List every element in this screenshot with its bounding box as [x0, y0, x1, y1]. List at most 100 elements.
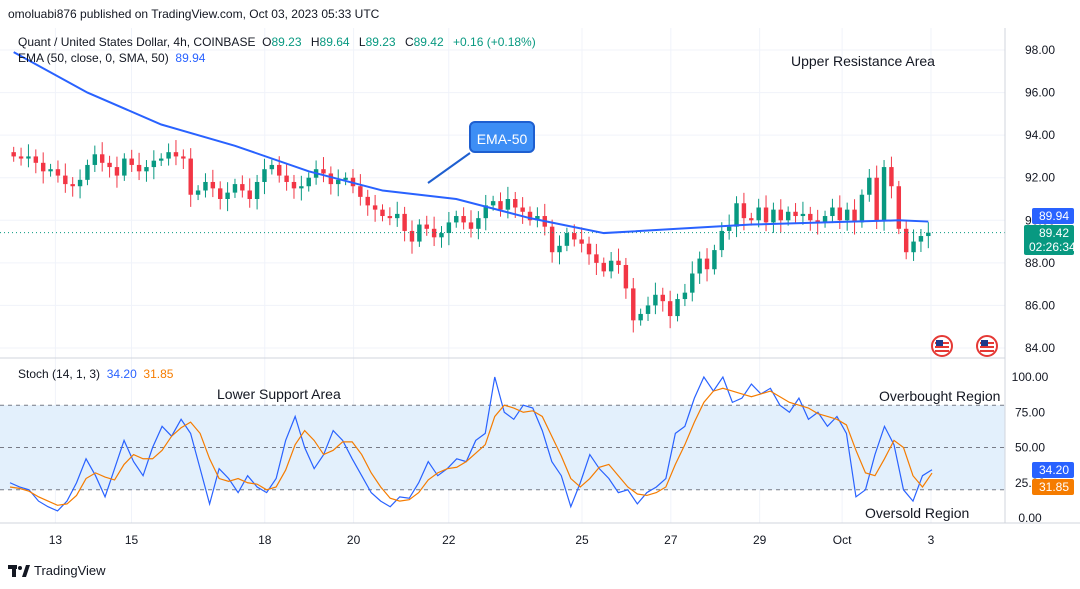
stoch-tick-label: 100.00 [1012, 370, 1049, 384]
ema-callout: EMA-50 [469, 121, 535, 153]
candle-body [815, 220, 820, 223]
candle-body [99, 154, 105, 163]
stoch-k-value: 34.20 [106, 367, 137, 381]
candles [0, 140, 1005, 333]
change-value: +0.16 (+0.18%) [453, 35, 536, 49]
footer-brand[interactable]: TradingView [8, 563, 106, 578]
candle-body [26, 156, 31, 159]
candle-body [896, 186, 902, 229]
candle-body [336, 179, 341, 185]
candle-body [254, 181, 260, 199]
time-tick-label: 25 [575, 533, 589, 547]
candle-body [903, 228, 909, 253]
candle-body [557, 245, 562, 253]
candle-body [166, 152, 171, 159]
candle-body [874, 177, 879, 221]
time-tick-label: 22 [442, 533, 456, 547]
candle-body [926, 232, 931, 237]
stoch-d-value: 31.85 [143, 367, 174, 381]
candle-body [756, 207, 761, 221]
candle-body [498, 201, 503, 210]
candle-body [454, 216, 459, 223]
candle-body [380, 209, 385, 217]
candle-body [48, 169, 53, 172]
candle-body [513, 199, 518, 208]
stoch-tick-label: 0.00 [1018, 511, 1042, 525]
candle-body [808, 213, 813, 221]
candle-body [889, 167, 894, 187]
stoch-legend: Stoch (14, 1, 3) 34.20 31.85 [18, 367, 173, 381]
candle-body [719, 230, 724, 251]
candle-body [638, 313, 643, 321]
candle-body [306, 177, 311, 187]
ema-price-tag: 89.94 [1032, 208, 1074, 224]
ema-value: 89.94 [175, 51, 206, 65]
oversold-label: Oversold Region [865, 505, 970, 521]
candle-body [520, 207, 525, 212]
candle-body [785, 211, 791, 221]
candle-body [387, 216, 393, 219]
candle-body [284, 175, 289, 182]
candle-body [269, 164, 275, 170]
candle-body [18, 156, 24, 159]
chart-svg[interactable]: 98.0096.0094.0092.0090.0088.0086.0084.00… [0, 28, 1080, 556]
candle-body [358, 186, 363, 197]
candle-body [107, 162, 112, 168]
candle-body [830, 207, 835, 217]
stoch-label: Stoch (14, 1, 3) [18, 367, 101, 381]
candle-body [793, 211, 798, 217]
candle-body [476, 218, 481, 229]
candle-body [262, 169, 267, 182]
candle-body [690, 273, 695, 293]
candle-body [33, 156, 39, 163]
candle-body [594, 254, 599, 263]
candle-body [439, 233, 444, 238]
candle-body [277, 164, 282, 176]
candle-body [365, 196, 370, 206]
candle-body [675, 299, 680, 317]
candle-body [129, 158, 134, 165]
candle-body [188, 158, 193, 195]
stoch-d-line [9, 387, 933, 506]
candle-body [321, 169, 326, 174]
candle-body [704, 258, 710, 270]
price-tick-label: 94.00 [1025, 128, 1055, 142]
candle-body [564, 233, 570, 246]
candle-body [55, 169, 61, 176]
candle-body [203, 181, 208, 191]
candle-body [417, 224, 422, 242]
us-flag-icon[interactable] [931, 335, 953, 357]
time-tick-label: 3 [928, 533, 935, 547]
time-tick-label: 27 [664, 533, 678, 547]
high-value: 89.64 [319, 35, 350, 49]
candle-body [645, 305, 651, 314]
candle-body [136, 164, 142, 172]
open-value: 89.23 [271, 35, 302, 49]
last-price-value: 89.42 [1038, 226, 1069, 240]
candle-body [623, 264, 629, 289]
candle-body [844, 209, 850, 221]
stoch-band [0, 404, 1005, 491]
candle-body [822, 216, 828, 223]
chart-frame[interactable]: 98.0096.0094.0092.0090.0088.0086.0084.00… [0, 28, 1080, 556]
candle-body [859, 194, 865, 223]
candle-body [409, 230, 415, 242]
candle-body [490, 201, 496, 206]
candle-body [697, 258, 702, 274]
candle-body [225, 192, 230, 199]
ema-polyline [13, 51, 929, 235]
candle-body [535, 216, 540, 221]
candle-body [549, 226, 555, 253]
candle-body [616, 260, 621, 265]
candle-body [778, 209, 784, 221]
stoch-lines [9, 375, 933, 512]
last-price-tag: 89.42 02:26:34 [1024, 225, 1076, 255]
candle-body [800, 213, 806, 217]
stoch-k-tag: 34.20 [1032, 462, 1074, 478]
candle-body [505, 199, 511, 210]
price-tick-label: 88.00 [1025, 256, 1055, 270]
candle-body [741, 203, 747, 219]
candle-body [402, 213, 407, 231]
us-flag-icon[interactable] [976, 335, 998, 357]
upper-resistance-label: Upper Resistance Area [791, 53, 935, 69]
